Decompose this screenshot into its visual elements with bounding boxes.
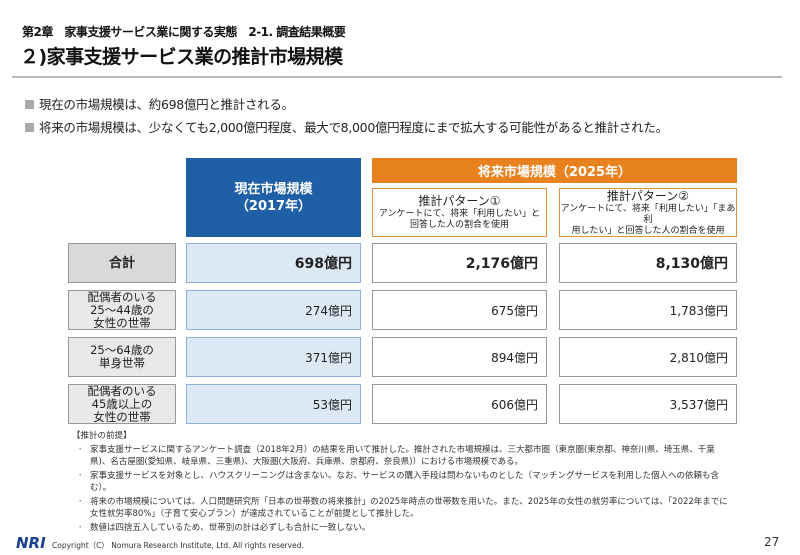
page-title: ２)家事支援サービス業の推計市場規模 — [20, 46, 343, 68]
current-market-header: 現在市場規模 （2017年） — [186, 158, 361, 237]
row-label-total: 合計 — [68, 243, 176, 283]
row-label: 25～64歳の 単身世帯 — [68, 337, 176, 377]
note-item: 数値は四捨五入しているため、世帯別の計は必ずしも合計に一致しない。 — [76, 522, 732, 534]
note-item: 将来の市場規模については、人口問題研究所「日本の世帯数の将来推計」の2025年時… — [76, 496, 732, 520]
label-line: 25～64歳の — [90, 343, 154, 357]
note-item: 家事支援サービスを対象とし、ハウスクリーニングは含まない。なお、サービスの購入手… — [76, 470, 732, 494]
header-line: （2017年） — [235, 198, 312, 214]
bullet-text: 現在の市場規模は、約698億円と推計される。 — [39, 97, 294, 112]
bullet-text: 将来の市場規模は、少なくても2,000億円程度、最大で8,000億円程度にまで拡… — [39, 120, 668, 135]
note-item: 家事支援サービスに関するアンケート調査（2018年2月）の結果を用いて推計した。… — [76, 444, 732, 468]
notes-heading: 【推計の前提】 — [72, 431, 132, 441]
label-line: 女性の世帯 — [93, 315, 151, 330]
label-line: 女性の世帯 — [93, 409, 151, 424]
footer: NRI Copyright（C） Nomura Research Institu… — [0, 534, 800, 555]
pattern-desc: 用したい」と回答した人の割合を使用 — [571, 225, 725, 236]
bullet-item: 現在の市場規模は、約698億円と推計される。 — [25, 94, 294, 113]
nri-logo: NRI — [16, 534, 46, 552]
pattern2-total: 8,130億円 — [559, 243, 737, 283]
pattern-title: 推計パターン① — [418, 194, 501, 208]
pattern-desc: 回答した人の割合を使用 — [409, 220, 509, 230]
label-line: 配偶者のいる — [87, 383, 157, 398]
current-total: 698億円 — [186, 243, 361, 283]
bullet-square-icon — [25, 100, 34, 109]
pattern2-value: 2,810億円 — [559, 337, 737, 377]
pattern2-value: 1,783億円 — [559, 290, 737, 330]
copyright: Copyright（C） Nomura Research Institute, … — [52, 541, 304, 550]
pattern-2-header: 推計パターン② アンケートにて、将来「利用したい」「まあ利 用したい」と回答した人の… — [559, 188, 737, 237]
label-line: 45歳以上の — [91, 396, 153, 411]
pattern-desc: アンケートにて、将来「利用したい」「まあ利 — [560, 203, 736, 225]
estimation-notes: 【推計の前提】 家事支援サービスに関するアンケート調査（2018年2月）の結果を… — [72, 430, 732, 536]
label-line: 配偶者のいる — [87, 289, 157, 304]
chapter-heading: 第2章 家事支援サービス業に関する実態 2-1. 調査結果概要 — [22, 25, 346, 39]
pattern-title: 推計パターン② — [606, 188, 690, 203]
page-number: 27 — [764, 535, 780, 549]
pattern-desc: アンケートにて、将来「利用したい」と — [378, 209, 541, 219]
future-market-header: 将来市場規模（2025年） — [372, 158, 737, 183]
pattern1-value: 675億円 — [372, 290, 547, 330]
current-value: 371億円 — [186, 337, 361, 377]
bullet-item: 将来の市場規模は、少なくても2,000億円程度、最大で8,000億円程度にまで拡… — [25, 117, 668, 136]
row-label: 配偶者のいる 25～44歳の 女性の世帯 — [68, 290, 176, 330]
pattern2-value: 3,537億円 — [559, 384, 737, 424]
label-line: 25～44歳の — [90, 302, 154, 317]
pattern-1-header: 推計パターン① アンケートにて、将来「利用したい」と 回答した人の割合を使用 — [372, 188, 547, 237]
label-line: 単身世帯 — [99, 356, 145, 370]
row-label: 配偶者のいる 45歳以上の 女性の世帯 — [68, 384, 176, 424]
current-value: 53億円 — [186, 384, 361, 424]
bullet-square-icon — [25, 123, 34, 132]
pattern1-value: 606億円 — [372, 384, 547, 424]
pattern1-total: 2,176億円 — [372, 243, 547, 283]
header-line: 現在市場規模 — [234, 181, 313, 197]
current-value: 274億円 — [186, 290, 361, 330]
pattern1-value: 894億円 — [372, 337, 547, 377]
title-divider — [12, 76, 782, 78]
